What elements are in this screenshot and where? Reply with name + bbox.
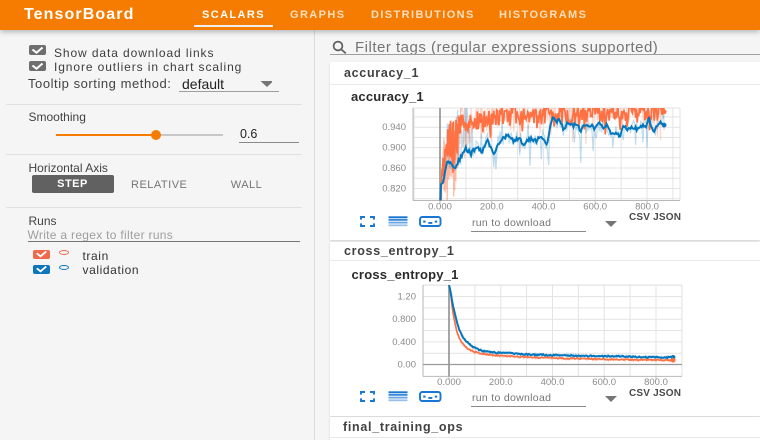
svg-text:400.0: 400.0 (541, 377, 565, 388)
svg-text:0.860: 0.860 (382, 163, 406, 174)
svg-text:0.800: 0.800 (392, 314, 416, 325)
svg-text:0.400: 0.400 (392, 337, 416, 348)
svg-text:0.900: 0.900 (382, 143, 406, 154)
svg-text:0.000: 0.000 (428, 202, 452, 213)
svg-text:0.00: 0.00 (398, 360, 417, 371)
svg-text:200.0: 200.0 (480, 202, 504, 213)
svg-text:600.0: 600.0 (583, 202, 607, 213)
svg-text:1.20: 1.20 (398, 292, 417, 303)
svg-text:0.820: 0.820 (382, 184, 406, 195)
svg-text:800.0: 800.0 (644, 377, 668, 388)
svg-text:0.940: 0.940 (382, 122, 406, 133)
svg-text:600.0: 600.0 (592, 377, 616, 388)
svg-text:800.0: 800.0 (635, 202, 659, 213)
svg-text:200.0: 200.0 (489, 377, 513, 388)
svg-text:0.000: 0.000 (437, 377, 461, 388)
svg-text:400.0: 400.0 (532, 202, 556, 213)
